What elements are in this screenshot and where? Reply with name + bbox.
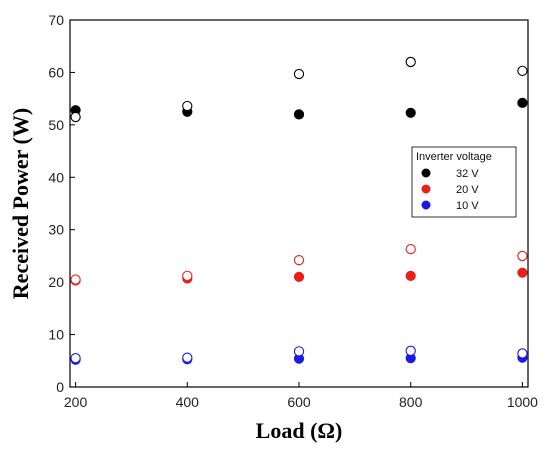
point-20v-open [182,270,193,282]
data-points [70,56,528,365]
point-10v-open [293,346,305,357]
point-32v-open [293,68,305,80]
point-10v-open [182,352,193,363]
point-20v-open [517,250,528,262]
y-tick-label: 10 [48,327,64,343]
y-tick-label: 40 [48,169,64,185]
y-tick-label: 60 [48,64,64,80]
point-32v-filled [517,97,528,108]
x-tick-label: 400 [176,394,200,410]
legend-title: Inverter voltage [416,151,492,163]
y-tick-label: 50 [48,117,64,133]
point-20v-filled [405,270,416,281]
x-axis-title: Load (Ω) [256,418,343,443]
point-10v-open [70,353,81,364]
legend-marker-20v [421,184,431,194]
point-32v-open [405,56,416,68]
point-32v-filled [293,109,305,120]
x-tick-label: 600 [287,394,311,410]
legend-label-20v: 20 V [456,184,479,196]
legend-label-32v: 32 V [456,168,479,180]
point-10v-open [517,348,528,359]
y-tick-label: 20 [48,274,64,290]
legend-label-10v: 10 V [456,200,479,212]
point-20v-filled [517,267,528,278]
ticks: 200 400 600 800 1000 0 10 20 30 40 50 60 70 [48,12,538,410]
point-32v-open [517,65,528,77]
point-20v-open [405,243,416,255]
x-tick-label: 800 [399,394,423,410]
point-32v-open [70,111,81,123]
y-tick-label: 70 [48,12,64,28]
point-32v-open [182,100,193,112]
legend-marker-32v [421,168,431,178]
x-tick-label: 200 [64,394,88,410]
point-32v-filled [405,107,416,118]
point-20v-filled [293,271,305,282]
point-20v-open [293,254,305,266]
y-axis-title: Received Power (W) [8,108,33,299]
y-tick-label: 30 [48,222,64,238]
point-10v-open [405,345,416,356]
point-20v-open [70,274,81,285]
legend-marker-10v [421,200,431,210]
y-tick-label: 0 [56,379,64,395]
x-tick-label: 1000 [507,394,538,410]
legend: Inverter voltage 32 V 20 V 10 V [411,146,517,218]
